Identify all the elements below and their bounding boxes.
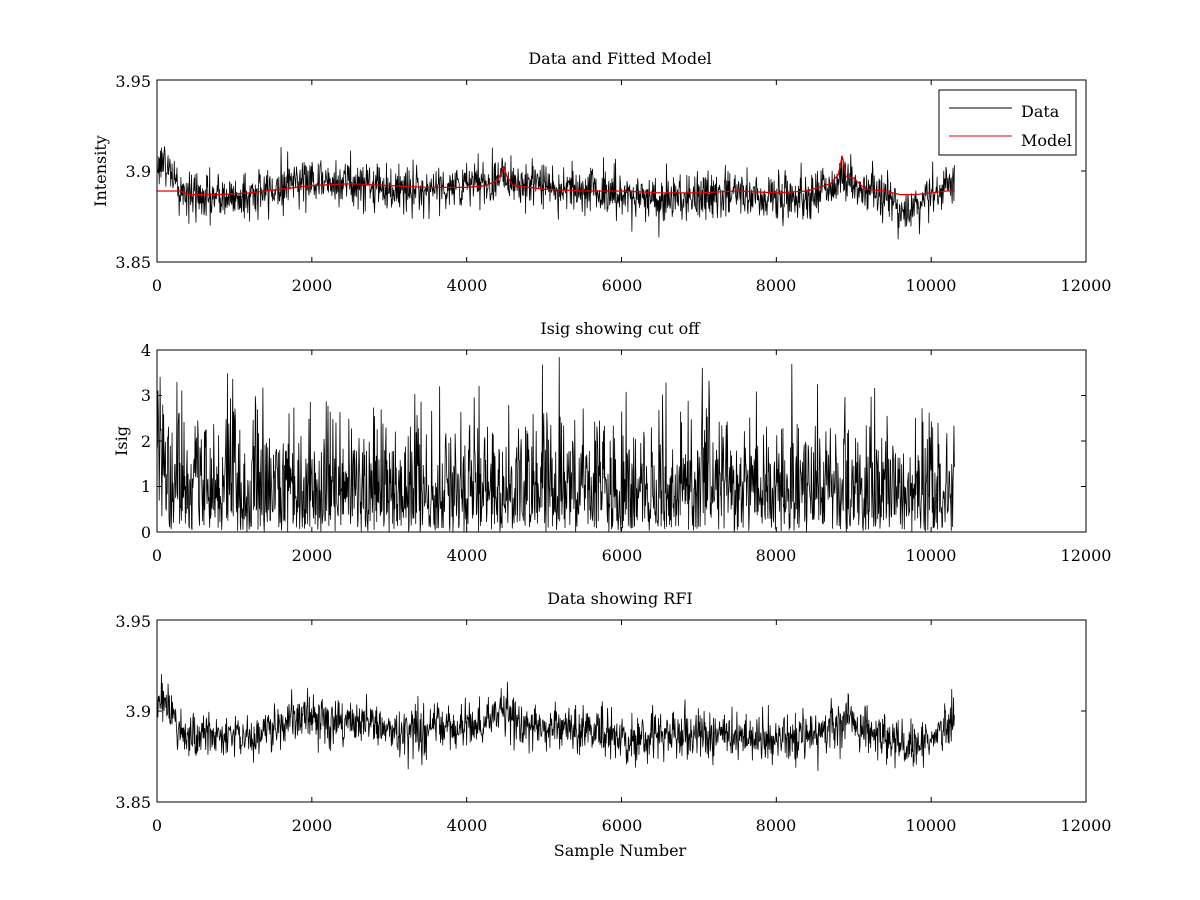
panel-3-xtick: 6000: [602, 816, 643, 835]
series-line-model: [157, 155, 954, 196]
panel-2-ytick: 1: [141, 477, 151, 496]
panel-1-xtick: 8000: [756, 276, 797, 295]
panel-2-title: Isig showing cut off: [540, 319, 701, 338]
panel-2-xtick: 8000: [756, 546, 797, 565]
panel-3-ytick: 3.85: [115, 793, 151, 812]
panel-3-x-axis-label: Sample Number: [554, 841, 687, 860]
panel-1-xtick: 0: [152, 276, 162, 295]
legend-label-data: Data: [1021, 102, 1060, 121]
panel-1-ytick: 3.95: [115, 72, 151, 91]
panel-1-ytick: 3.85: [115, 253, 151, 272]
panel-1-xtick: 12000: [1061, 276, 1112, 295]
panel-2-y-axis-label: Isig: [112, 426, 131, 456]
series-line-panel-2-0: [157, 356, 955, 532]
panel-1-xtick: 4000: [447, 276, 488, 295]
panel-3-x-tick-labels: 0 2000 4000 6000 8000 10000 12000: [152, 816, 1112, 835]
panel-3-xtick: 2000: [292, 816, 333, 835]
panel-data-fitted-model: Data and Fitted Model Intensity 3.95 3.9…: [91, 49, 1111, 295]
panel-1-xtick: 6000: [602, 276, 643, 295]
panel-2-xtick: 2000: [292, 546, 333, 565]
legend-label-model: Model: [1021, 131, 1072, 150]
panel-2-xtick: 4000: [447, 546, 488, 565]
panel-3-xtick: 12000: [1061, 816, 1112, 835]
panel-1-xtick: 10000: [906, 276, 957, 295]
panel-1-y-axis-label: Intensity: [91, 135, 110, 207]
panel-2-ytick: 4: [141, 341, 151, 360]
panel-3-y-tick-labels: 3.95 3.9 3.85: [115, 612, 151, 812]
panel-data-showing-rfi: Data showing RFI 3.95 3.9 3.85 0 2000 40…: [115, 589, 1111, 860]
panel-3-xtick: 10000: [906, 816, 957, 835]
panel-3-axes-box: [156, 619, 1087, 803]
series-line-data: [157, 146, 955, 240]
panel-1-x-tick-labels: 0 2000 4000 6000 8000 10000 12000: [152, 276, 1112, 295]
panel-3-xtick: 0: [152, 816, 162, 835]
panel-2-ytick: 3: [141, 386, 151, 405]
panel-2-xtick: 0: [152, 546, 162, 565]
panel-3-title: Data showing RFI: [547, 589, 692, 608]
panel-2-axes-box: [156, 349, 1087, 533]
panel-2-ytick: 2: [141, 432, 151, 451]
panel-isig-cut-off: Isig showing cut off Isig 0 1 2 3 4 0 20…: [112, 319, 1111, 565]
panel-3-xtick: 8000: [756, 816, 797, 835]
panel-1-plot-area: [156, 79, 1087, 263]
panel-2-x-tick-labels: 0 2000 4000 6000 8000 10000 12000: [152, 546, 1112, 565]
series-line-panel-3-0: [157, 673, 955, 771]
panel-1-y-tick-labels: 3.95 3.9 3.85: [115, 72, 151, 272]
panel-2-y-tick-labels: 0 1 2 3 4: [141, 341, 151, 542]
panel-1-xtick: 2000: [292, 276, 333, 295]
panel-2-xtick: 6000: [602, 546, 643, 565]
panel-3-xtick: 4000: [447, 816, 488, 835]
panel-1-title: Data and Fitted Model: [528, 49, 711, 68]
legend: Data Model: [938, 89, 1077, 156]
panel-1-axes-box: [156, 79, 1087, 263]
legend-box: [938, 89, 1077, 156]
panel-2-ytick: 0: [141, 523, 151, 542]
panel-2-xtick: 10000: [906, 546, 957, 565]
panel-3-ytick: 3.9: [126, 702, 151, 721]
panel-1-ytick: 3.9: [126, 162, 151, 181]
panel-2-xtick: 12000: [1061, 546, 1112, 565]
panel-3-ytick: 3.95: [115, 612, 151, 631]
